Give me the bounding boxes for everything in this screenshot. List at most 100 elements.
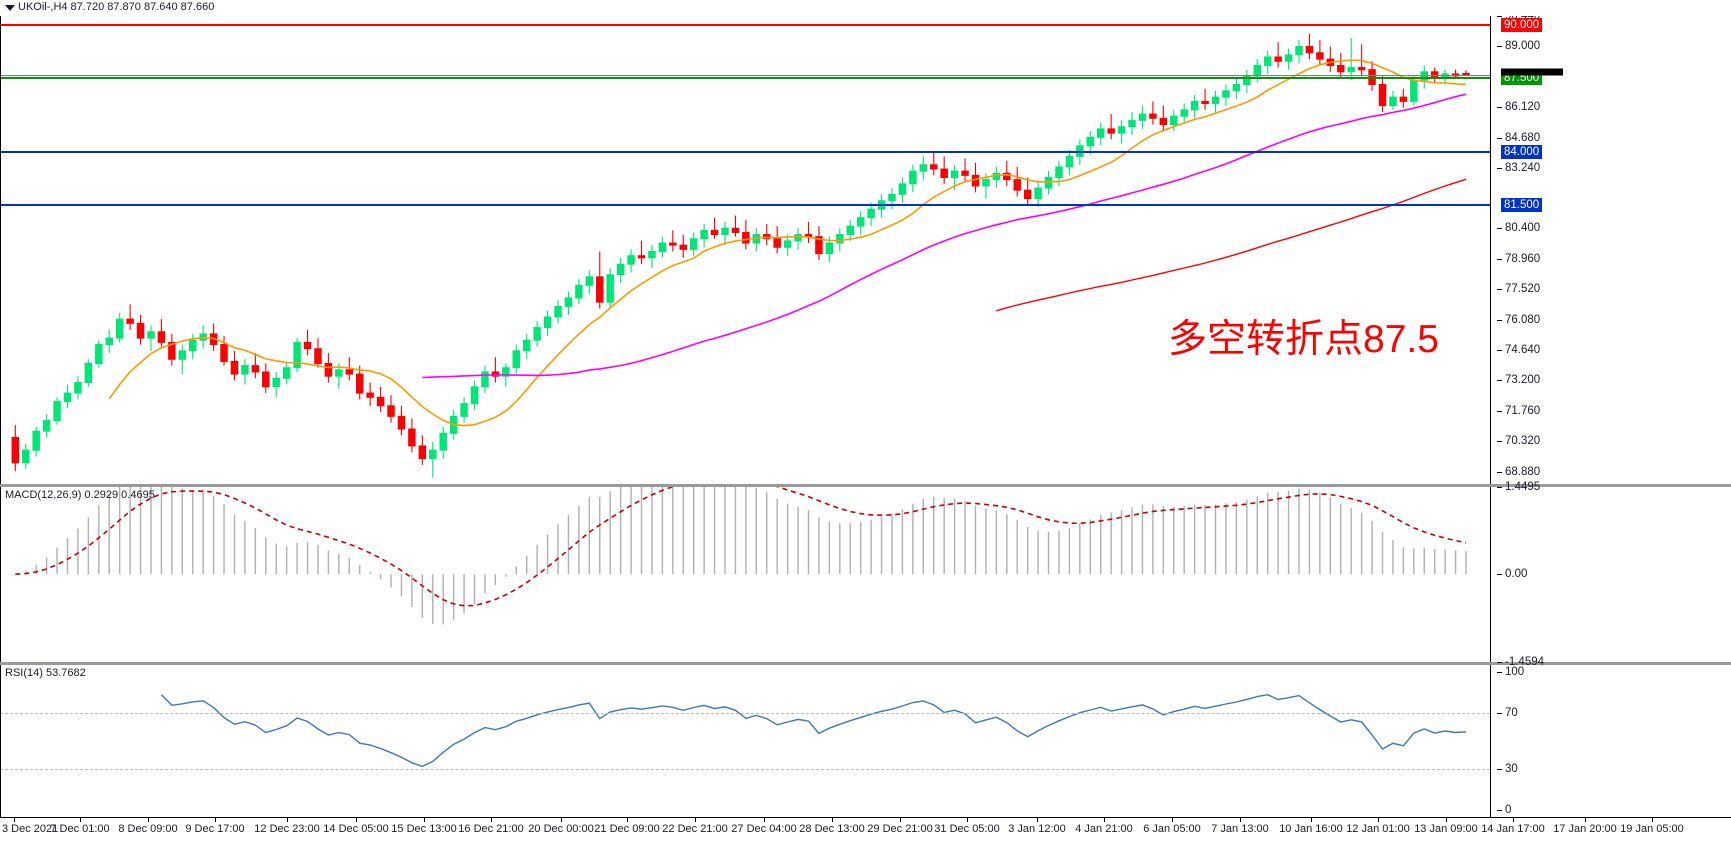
price-tick (1497, 137, 1502, 139)
time-axis-label: 14 Dec 05:00 (323, 823, 389, 835)
time-axis-tick (832, 818, 833, 822)
chart-annotation-text: 多空转折点87.5 (1168, 318, 1439, 361)
price-tick (1497, 258, 1502, 260)
time-axis-tick (287, 818, 288, 822)
time-axis-label: 14 Jan 17:00 (1481, 823, 1545, 835)
price-level-badge-90-000[interactable]: 90.000 (1501, 18, 1543, 33)
time-axis-tick (424, 818, 425, 822)
rsi-guide-70 (0, 713, 1490, 715)
price-tick (1497, 471, 1502, 473)
rsi-guide-30 (0, 768, 1490, 770)
price-tick-label: 80.400 (1505, 222, 1541, 235)
rsi-axis-line (1490, 665, 1491, 817)
time-axis-tick (1513, 818, 1514, 822)
rsi-panel[interactable]: RSI(14) 53.7682 (0, 665, 1731, 817)
time-axis-tick (215, 818, 216, 822)
time-axis-tick (80, 818, 81, 822)
rsi-tick-label: 70 (1505, 707, 1518, 720)
triangle-down-icon[interactable] (5, 5, 15, 11)
price-tick (1497, 107, 1502, 109)
macd-series-svg (15, 487, 1467, 625)
rsi-tick (1497, 768, 1502, 770)
panel-separator-2[interactable] (0, 662, 1731, 665)
time-axis-label: 9 Dec 17:00 (185, 823, 245, 835)
price-plot-area[interactable] (0, 16, 1731, 484)
price-tick-label: 77.520 (1505, 283, 1541, 296)
macd-label: MACD(12,26,9) 0.2929 0.4695 (5, 489, 155, 501)
time-axis-label: 31 Dec 05:00 (934, 823, 1000, 835)
price-level-line-90-000[interactable] (0, 24, 1490, 27)
time-axis-tick (1652, 818, 1653, 822)
price-left-border (0, 16, 1, 484)
time-axis-label: 15 Dec 13:00 (391, 823, 457, 835)
macd-axis-line (1490, 487, 1491, 662)
rsi-tick-label: 100 (1505, 666, 1525, 678)
time-axis-tick (561, 818, 562, 822)
price-tick-label: 74.640 (1505, 343, 1541, 356)
time-axis-label: 16 Dec 21:00 (458, 823, 524, 835)
macd-left-border (0, 487, 1, 662)
time-axis-tick (1311, 818, 1312, 822)
macd-tick (1497, 662, 1502, 663)
price-level-line-84-000[interactable] (0, 151, 1490, 154)
time-axis-tick (764, 818, 765, 822)
time-axis-label: 27 Dec 04:00 (731, 823, 797, 835)
price-tick-label: 84.680 (1505, 131, 1541, 144)
time-axis-tick (1378, 818, 1379, 822)
macd-plot-area[interactable] (0, 487, 1731, 662)
price-level-badge-84-000[interactable]: 84.000 (1501, 145, 1543, 160)
macd-panel[interactable]: MACD(12,26,9) 0.2929 0.4695 (0, 487, 1731, 662)
chart-header: UKOil-,H4 87.720 87.870 87.640 87.660 (0, 0, 1731, 16)
time-axis-tick (148, 818, 149, 822)
time-axis-label: 19 Jan 05:00 (1620, 823, 1684, 835)
time-axis-label: 21 Dec 09:00 (594, 823, 660, 835)
time-axis-label: 7 Dec 01:00 (50, 823, 110, 835)
time-axis-tick (1172, 818, 1173, 822)
price-tick-label: 83.240 (1505, 162, 1541, 175)
macd-tick-label: 0.00 (1505, 568, 1528, 581)
price-tick-label: 89.000 (1505, 40, 1541, 53)
price-chart-panel[interactable] (0, 16, 1731, 484)
price-tick (1497, 319, 1502, 321)
price-axis-line (1490, 16, 1491, 484)
time-axis-tick (1585, 818, 1586, 822)
price-tick (1497, 46, 1502, 48)
rsi-tick (1497, 713, 1502, 715)
price-tick (1497, 168, 1502, 170)
current-price-badge[interactable] (1501, 68, 1563, 76)
price-tick-label: 73.200 (1505, 374, 1541, 387)
time-axis-tick (967, 818, 968, 822)
price-level-line-87-500[interactable] (0, 77, 1490, 80)
time-axis-tick (1037, 818, 1038, 822)
time-axis-tick (900, 818, 901, 822)
macd-tick (1497, 487, 1502, 488)
rsi-series-svg (160, 693, 1467, 768)
time-axis-tick (1240, 818, 1241, 822)
price-level-line-81-500[interactable] (0, 203, 1490, 206)
price-tick (1497, 380, 1502, 382)
price-tick-label: 68.880 (1505, 465, 1541, 478)
price-level-badge-81-500[interactable]: 81.500 (1501, 197, 1543, 212)
price-tick (1497, 410, 1502, 412)
rsi-label: RSI(14) 53.7682 (5, 667, 86, 679)
time-axis-tick (627, 818, 628, 822)
time-axis-label: 17 Jan 20:00 (1553, 823, 1617, 835)
price-tick-label: 78.960 (1505, 252, 1541, 265)
rsi-plot-area[interactable] (0, 665, 1731, 817)
time-axis-label: 12 Dec 23:00 (254, 823, 320, 835)
time-axis-label: 3 Jan 12:00 (1008, 823, 1066, 835)
price-tick-label: 86.120 (1505, 101, 1541, 114)
price-tick (1497, 228, 1502, 230)
time-axis-tick (1446, 818, 1447, 822)
rsi-tick-label: 0 (1505, 804, 1512, 816)
time-axis[interactable]: 3 Dec 2021 7 Dec 01:00 8 Dec 09:00 9 Dec 17… (0, 817, 1731, 842)
price-tick-label: 76.080 (1505, 313, 1541, 326)
time-axis-label: 3 Dec 2021 (2, 823, 59, 835)
price-tick (1497, 16, 1502, 17)
panel-separator-1[interactable] (0, 484, 1731, 487)
price-tick (1497, 289, 1502, 291)
time-axis-label: 13 Jan 09:00 (1414, 823, 1478, 835)
time-axis-tick (695, 818, 696, 822)
symbol-ohlc-label: UKOil-,H4 87.720 87.870 87.640 87.660 (18, 1, 215, 13)
